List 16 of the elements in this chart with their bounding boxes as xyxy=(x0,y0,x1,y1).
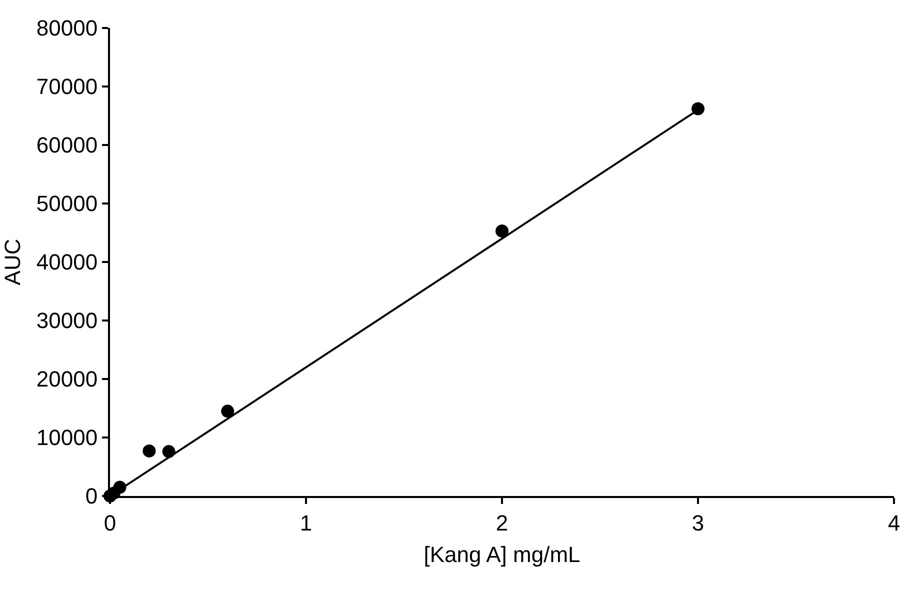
y-tick-label: 0 xyxy=(85,484,98,509)
x-tick-label: 4 xyxy=(888,510,900,536)
y-tick-label: 20000 xyxy=(36,366,98,392)
y-axis-title: AUC xyxy=(0,238,25,286)
x-axis-title: [Kang A] mg/mL xyxy=(424,542,580,567)
y-tick-label: 30000 xyxy=(36,308,98,334)
x-tick-label: 3 xyxy=(692,510,704,536)
y-tick-label: 70000 xyxy=(36,74,98,100)
x-tick-label: 2 xyxy=(496,510,508,536)
x-tick-label: 0 xyxy=(104,510,116,536)
y-tick-label: 80000 xyxy=(36,16,98,41)
y-tick-label: 50000 xyxy=(36,191,98,216)
y-tick-label: 10000 xyxy=(36,425,98,450)
y-tick-label: 40000 xyxy=(36,250,98,275)
x-tick-label: 1 xyxy=(300,510,312,536)
y-tick-label: 60000 xyxy=(36,132,98,158)
